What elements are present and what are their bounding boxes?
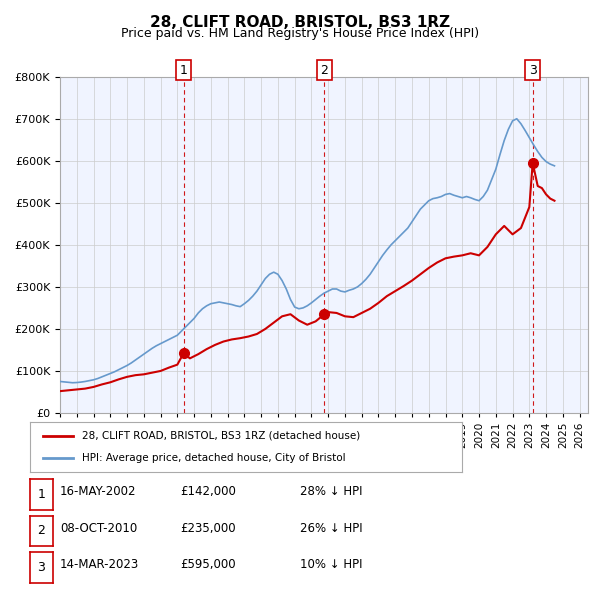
Text: 08-OCT-2010: 08-OCT-2010 — [60, 522, 137, 535]
Text: 28, CLIFT ROAD, BRISTOL, BS3 1RZ (detached house): 28, CLIFT ROAD, BRISTOL, BS3 1RZ (detach… — [82, 431, 360, 441]
Text: 28, CLIFT ROAD, BRISTOL, BS3 1RZ: 28, CLIFT ROAD, BRISTOL, BS3 1RZ — [150, 15, 450, 30]
Text: 3: 3 — [529, 64, 536, 77]
Text: £235,000: £235,000 — [180, 522, 236, 535]
Text: 14-MAR-2023: 14-MAR-2023 — [60, 558, 139, 571]
Text: 3: 3 — [37, 561, 46, 574]
Text: 1: 1 — [37, 488, 46, 501]
Text: 2: 2 — [320, 64, 328, 77]
Text: £595,000: £595,000 — [180, 558, 236, 571]
Text: 16-MAY-2002: 16-MAY-2002 — [60, 485, 137, 498]
Text: £142,000: £142,000 — [180, 485, 236, 498]
Text: Price paid vs. HM Land Registry's House Price Index (HPI): Price paid vs. HM Land Registry's House … — [121, 27, 479, 40]
Text: HPI: Average price, detached house, City of Bristol: HPI: Average price, detached house, City… — [82, 453, 346, 463]
Text: 1: 1 — [179, 64, 187, 77]
Text: 26% ↓ HPI: 26% ↓ HPI — [300, 522, 362, 535]
Text: 2: 2 — [37, 525, 46, 537]
Text: 10% ↓ HPI: 10% ↓ HPI — [300, 558, 362, 571]
Text: 28% ↓ HPI: 28% ↓ HPI — [300, 485, 362, 498]
